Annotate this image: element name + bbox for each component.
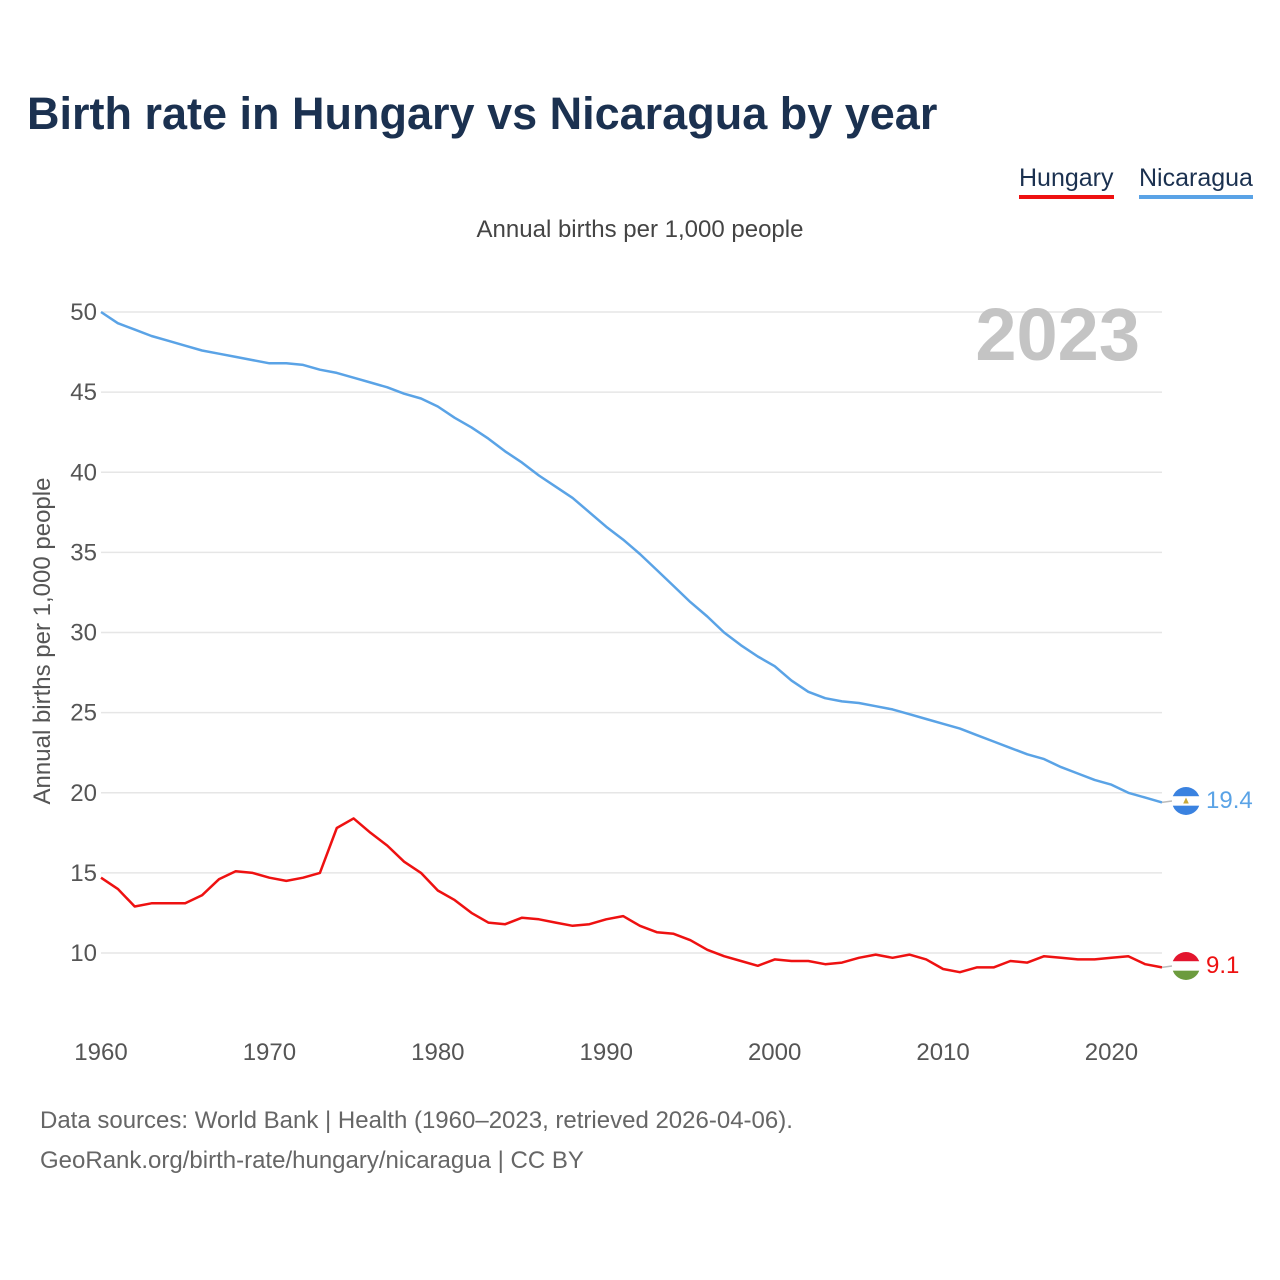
- x-tick-label: 2000: [748, 1039, 801, 1066]
- y-tick-label: 45: [70, 379, 97, 406]
- y-tick-label: 20: [70, 780, 97, 807]
- series-line-nicaragua: [100, 310, 1163, 804]
- series-line-hungary: [100, 817, 1163, 974]
- end-connector-nicaragua: [1161, 800, 1173, 804]
- hungary-flag-icon: [1172, 952, 1200, 980]
- chart-subtitle: Annual births per 1,000 people: [476, 216, 804, 243]
- y-axis-label: Annual births per 1,000 people: [29, 478, 56, 805]
- x-tick-label: 1970: [243, 1039, 296, 1066]
- legend-item-hungary[interactable]: Hungary: [1019, 164, 1114, 199]
- y-tick-label: 40: [70, 459, 97, 486]
- y-tick-label: 15: [70, 860, 97, 887]
- x-tick-label: 2010: [916, 1039, 969, 1066]
- x-tick-label: 2020: [1085, 1039, 1138, 1066]
- y-tick-label: 30: [70, 620, 97, 647]
- footer-source: Data sources: World Bank | Health (1960–…: [40, 1107, 793, 1134]
- y-tick-label: 25: [70, 700, 97, 727]
- line-chart: 2023 10 15 20 25 30 35 40 45 50 1960 1970 1980 1990…: [29, 293, 1253, 1066]
- y-tick-label: 35: [70, 539, 97, 566]
- y-tick-label: 10: [70, 940, 97, 967]
- end-connector-hungary: [1161, 965, 1173, 969]
- footer-link[interactable]: GeoRank.org/birth-rate/hungary/nicaragua…: [40, 1147, 584, 1174]
- x-tick-label: 1990: [580, 1039, 633, 1066]
- x-tick-label: 1960: [74, 1039, 127, 1066]
- chart-title: Birth rate in Hungary vs Nicaragua by ye…: [27, 88, 938, 139]
- legend-item-nicaragua[interactable]: Nicaragua: [1139, 164, 1253, 199]
- x-tick-label: 1980: [411, 1039, 464, 1066]
- end-label-nicaragua: 19.4: [1206, 787, 1253, 814]
- end-label-hungary: 9.1: [1206, 952, 1239, 979]
- nicaragua-flag-icon: [1172, 787, 1200, 815]
- year-watermark: 2023: [975, 293, 1140, 376]
- y-tick-label: 50: [70, 299, 97, 326]
